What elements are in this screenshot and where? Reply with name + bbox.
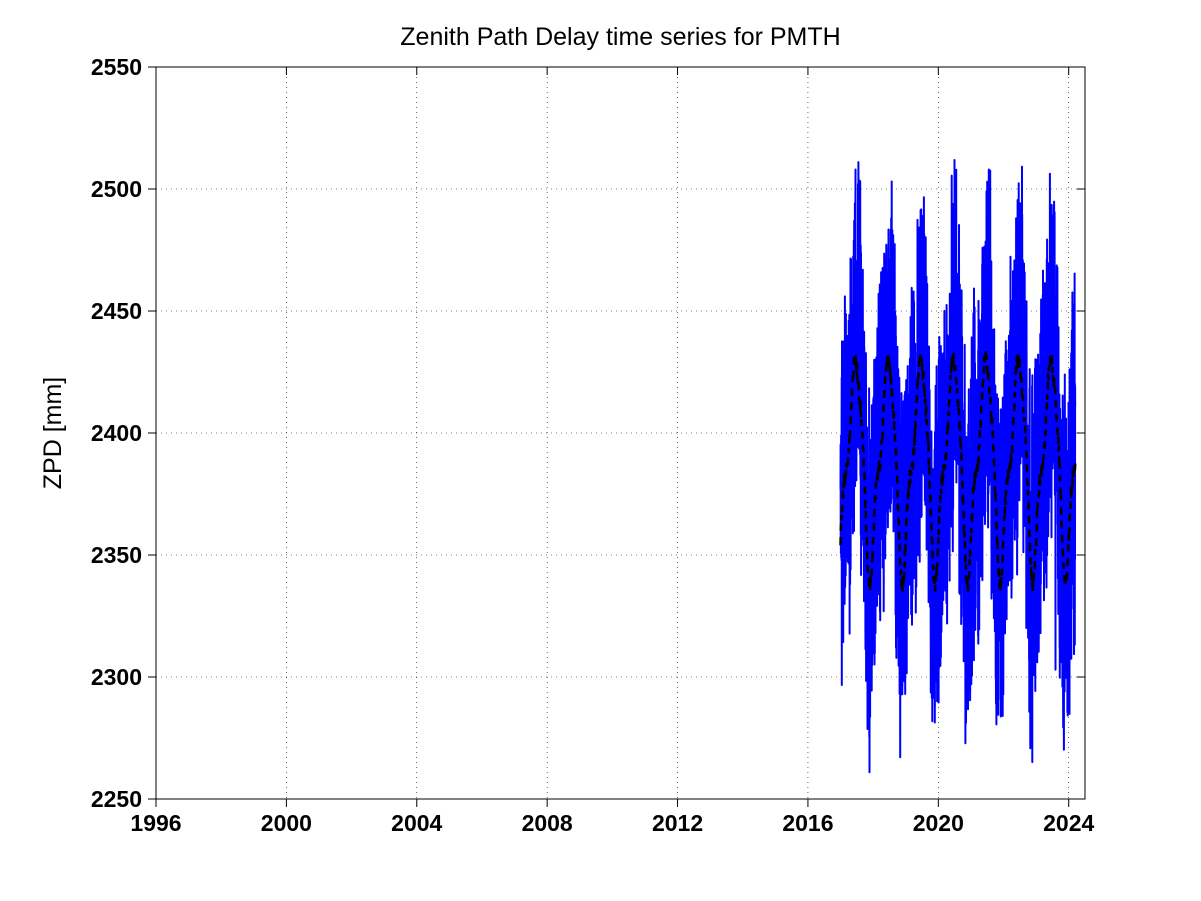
y-tick-label: 2500 — [91, 176, 142, 202]
y-tick-label: 2400 — [91, 420, 142, 446]
y-tick-label: 2450 — [91, 298, 142, 324]
x-tick-label: 2012 — [652, 810, 703, 836]
x-tick-label: 2016 — [782, 810, 833, 836]
y-tick-label: 2300 — [91, 664, 142, 690]
y-axis-label: ZPD [mm] — [39, 377, 67, 490]
y-tick-label: 2250 — [91, 786, 142, 812]
chart-container: 1996 2000 2004 2008 2012 2016 2020 2024 2250 2300… — [0, 0, 1201, 901]
chart-svg: 1996 2000 2004 2008 2012 2016 2020 2024 2250 2300… — [0, 0, 1201, 901]
y-tick-label: 2350 — [91, 542, 142, 568]
x-tick-label: 2008 — [522, 810, 573, 836]
x-tick-label: 2000 — [261, 810, 312, 836]
chart-title: Zenith Path Delay time series for PMTH — [400, 23, 840, 51]
y-tick-label: 2550 — [91, 54, 142, 80]
x-tick-label: 2004 — [391, 810, 442, 836]
x-tick-label: 1996 — [130, 810, 181, 836]
x-tick-label: 2024 — [1043, 810, 1094, 836]
x-tick-label: 2020 — [913, 810, 964, 836]
